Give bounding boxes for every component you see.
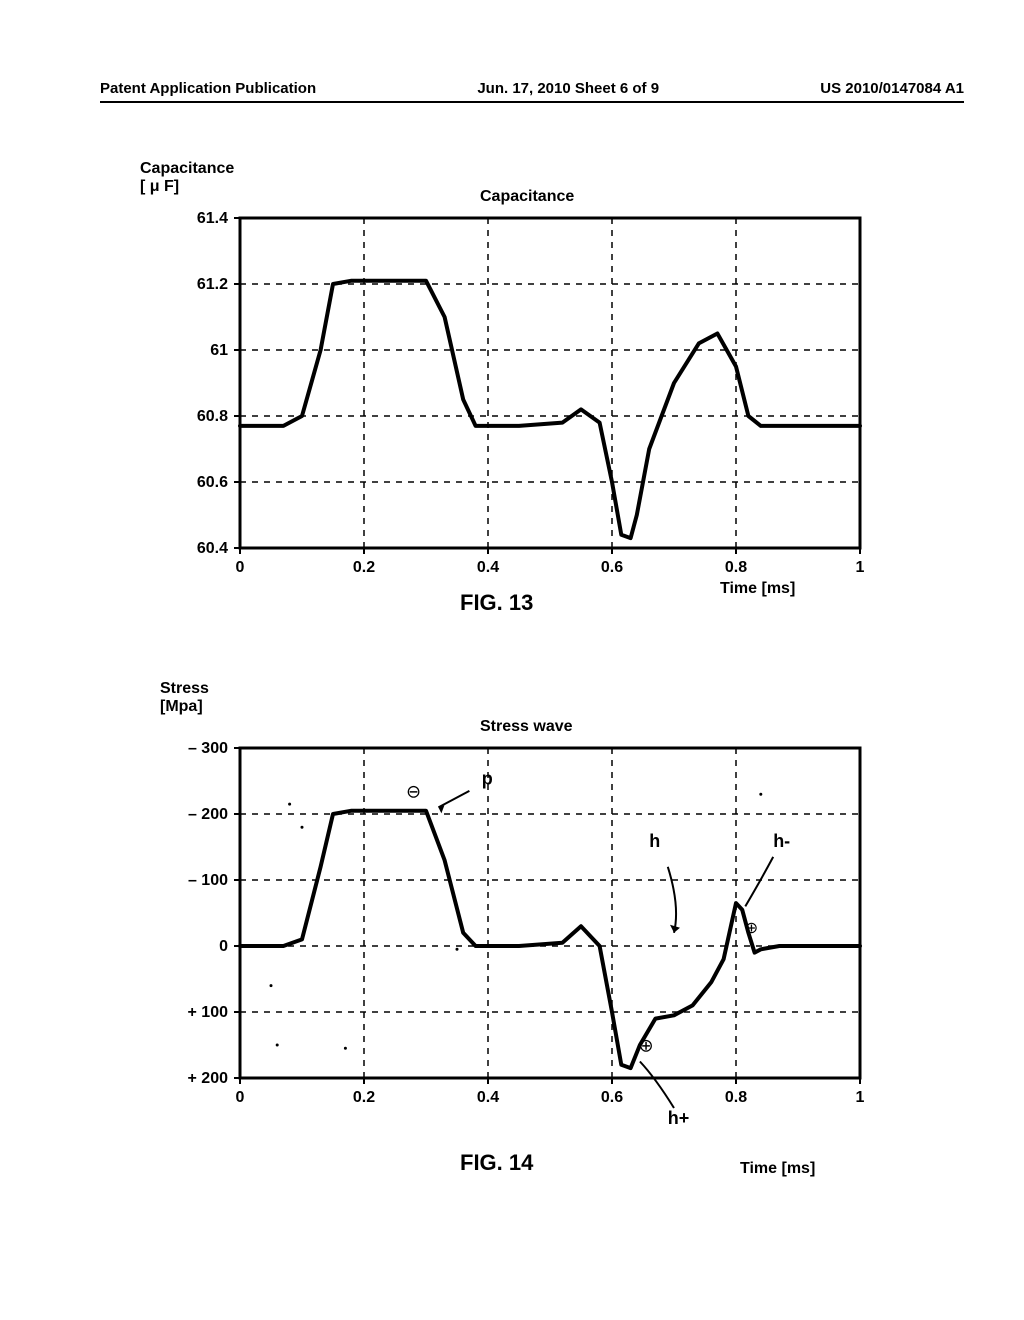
- svg-text:61.4: 61.4: [197, 210, 228, 227]
- fig13-plot: 0 0.2 0.4 0.6 0.8 1 60.4 60.6 60.8 61 61.2 61.4: [160, 208, 920, 588]
- svg-text:0.6: 0.6: [601, 559, 623, 576]
- svg-text:– 100: – 100: [188, 872, 228, 889]
- fig14-caption: FIG. 14: [460, 1150, 533, 1176]
- svg-text:0: 0: [219, 938, 228, 955]
- svg-text:+ 200: + 200: [188, 1070, 229, 1087]
- fig14-title: Stress wave: [480, 718, 573, 736]
- svg-text:⊖: ⊖: [406, 782, 421, 802]
- fig13-x-label: Time [ms]: [720, 580, 795, 598]
- fig14-x-label: Time [ms]: [740, 1160, 815, 1178]
- svg-text:0.2: 0.2: [353, 1089, 375, 1106]
- fig13-y-label-line2: [ μ F]: [140, 178, 179, 195]
- svg-text:– 300: – 300: [188, 740, 228, 757]
- svg-text:0.4: 0.4: [477, 1089, 499, 1106]
- svg-text:0.4: 0.4: [477, 559, 499, 576]
- fig13-y-label-line1: Capacitance: [140, 160, 234, 177]
- svg-text:0.6: 0.6: [601, 1089, 623, 1106]
- fig14-y-label: Stress [Mpa]: [160, 680, 209, 716]
- svg-text:0.2: 0.2: [353, 559, 375, 576]
- figure-14: Stress [Mpa] Stress wave 0 0.2 0.4 0.6 0.8 1 –…: [100, 680, 920, 1200]
- svg-text:0.8: 0.8: [725, 559, 747, 576]
- svg-text:0: 0: [236, 1089, 245, 1106]
- svg-text:1: 1: [856, 1089, 865, 1106]
- svg-text:1: 1: [856, 559, 865, 576]
- svg-text:p: p: [482, 768, 493, 788]
- fig13-title: Capacitance: [480, 188, 574, 206]
- page-header: Patent Application Publication Jun. 17, …: [100, 80, 964, 103]
- fig14-plot: 0 0.2 0.4 0.6 0.8 1 – 300 – 200 – 100 0 + 100 + 200…: [140, 738, 920, 1138]
- fig14-y-label-line1: Stress: [160, 680, 209, 697]
- fig13-y-label: Capacitance [ μ F]: [140, 160, 234, 196]
- svg-text:h+: h+: [668, 1108, 690, 1128]
- svg-text:⊕: ⊕: [745, 920, 758, 937]
- header-right: US 2010/0147084 A1: [820, 80, 964, 97]
- svg-text:60.4: 60.4: [197, 540, 228, 557]
- fig14-y-label-line2: [Mpa]: [160, 698, 203, 715]
- figure-13: Capacitance [ μ F] Capacitance 0 0.2 0.4 0.…: [100, 160, 920, 640]
- svg-text:60.8: 60.8: [197, 408, 228, 425]
- svg-text:61: 61: [210, 342, 228, 359]
- header-center: Jun. 17, 2010 Sheet 6 of 9: [477, 80, 659, 97]
- svg-text:+ 100: + 100: [188, 1004, 229, 1021]
- header-left: Patent Application Publication: [100, 80, 316, 97]
- svg-text:⊕: ⊕: [639, 1036, 654, 1056]
- fig13-caption: FIG. 13: [460, 590, 533, 616]
- svg-text:– 200: – 200: [188, 806, 228, 823]
- svg-text:0: 0: [236, 559, 245, 576]
- svg-text:0.8: 0.8: [725, 1089, 747, 1106]
- svg-text:h: h: [649, 831, 660, 851]
- svg-text:h-: h-: [773, 831, 790, 851]
- svg-text:61.2: 61.2: [197, 276, 228, 293]
- svg-text:60.6: 60.6: [197, 474, 228, 491]
